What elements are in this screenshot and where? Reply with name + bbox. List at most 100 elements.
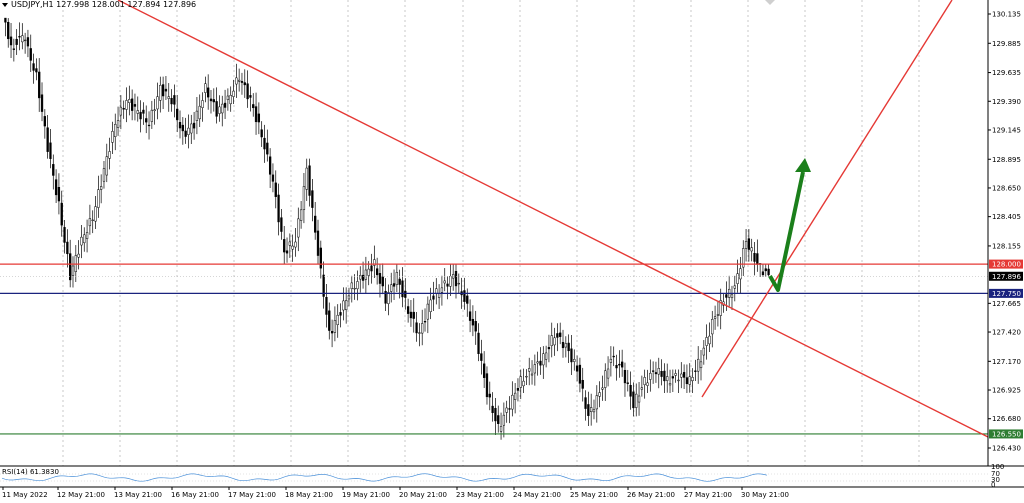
candle-body xyxy=(713,316,717,319)
candle-body xyxy=(435,288,438,294)
arrow-head-icon xyxy=(795,158,811,172)
candle-body xyxy=(680,373,683,378)
candle-body xyxy=(184,130,187,137)
candle-body xyxy=(404,290,407,298)
price-label: 129.390 xyxy=(992,98,1021,106)
candle-body xyxy=(468,311,472,321)
candle-body xyxy=(739,268,742,280)
candle-body xyxy=(716,314,720,316)
candle-body xyxy=(609,358,613,363)
candle-body xyxy=(674,373,677,376)
candle-body xyxy=(446,283,449,287)
price-badge-text: 126.550 xyxy=(992,430,1021,438)
candle-body xyxy=(615,365,618,369)
candle-body xyxy=(215,101,218,117)
candle-body xyxy=(592,409,596,413)
candle-body xyxy=(238,79,241,82)
price-label: 126.925 xyxy=(992,387,1021,395)
candle-body xyxy=(288,241,291,246)
candle-body xyxy=(198,105,201,120)
candle-body xyxy=(663,370,666,382)
candle-body xyxy=(147,124,151,127)
candle-body xyxy=(606,368,610,379)
candle-body xyxy=(601,387,604,390)
candle-body xyxy=(46,127,49,152)
candle-body xyxy=(252,104,255,109)
rsi-level-label: 0 xyxy=(991,481,995,489)
candle-body xyxy=(85,232,89,239)
price-label: 127.420 xyxy=(992,329,1021,337)
candle-body xyxy=(207,87,210,98)
candle-body xyxy=(384,290,387,304)
forecast-arrow xyxy=(768,171,805,292)
candle-body xyxy=(97,189,100,208)
candle-body xyxy=(660,370,663,377)
time-label: 25 May 21:00 xyxy=(570,491,618,499)
candle-body xyxy=(268,156,272,175)
candle-body xyxy=(502,414,506,426)
price-badge-text: 127.750 xyxy=(992,290,1021,298)
candle-body xyxy=(145,118,148,123)
price-label: 128.155 xyxy=(992,242,1021,250)
candle-body xyxy=(651,370,655,372)
dropdown-triangle-icon[interactable] xyxy=(2,2,8,7)
price-label: 127.170 xyxy=(992,358,1021,366)
candle-body xyxy=(466,295,469,304)
time-label: 18 May 21:00 xyxy=(285,491,333,499)
candle-body xyxy=(243,82,246,86)
candle-body xyxy=(63,227,66,243)
candle-body xyxy=(564,343,567,348)
candle-body xyxy=(440,287,444,293)
candle-body xyxy=(753,253,756,262)
candle-body xyxy=(409,311,413,319)
candle-body xyxy=(443,280,446,284)
candle-body xyxy=(263,137,266,150)
candle-body xyxy=(119,106,123,116)
candle-body xyxy=(415,322,418,334)
candle-body xyxy=(60,202,63,226)
candle-body xyxy=(719,300,722,316)
candle-body xyxy=(536,361,539,364)
candle-body xyxy=(567,342,570,352)
candle-body xyxy=(454,271,458,287)
candle-body xyxy=(561,342,565,349)
candle-body xyxy=(257,113,261,123)
candle-body xyxy=(291,245,294,250)
candle-body xyxy=(373,259,376,266)
candle-body xyxy=(694,370,697,372)
candle-body xyxy=(477,332,480,354)
candle-body xyxy=(12,48,16,50)
candle-body xyxy=(277,194,280,223)
candle-body xyxy=(305,167,308,190)
candle-body xyxy=(747,238,751,250)
price-badge-support-blue xyxy=(989,288,1023,298)
rsi-line xyxy=(1,473,768,482)
candle-body xyxy=(249,95,252,98)
candle-body xyxy=(173,95,176,105)
candle-body xyxy=(744,241,748,249)
time-label: 24 May 21:00 xyxy=(513,491,561,499)
candle-body xyxy=(170,97,173,105)
candle-body xyxy=(485,373,489,398)
candle-body xyxy=(764,268,767,272)
candle-body xyxy=(142,109,145,114)
candle-body xyxy=(437,293,441,298)
candle-body xyxy=(508,408,511,410)
candle-body xyxy=(491,405,494,413)
candle-body xyxy=(646,382,649,386)
candle-body xyxy=(7,21,10,40)
candle-body xyxy=(195,110,199,121)
candle-body xyxy=(671,376,674,379)
candle-body xyxy=(226,95,230,100)
candle-body xyxy=(232,90,235,97)
candle-body xyxy=(9,36,13,46)
candle-body xyxy=(497,415,500,424)
candle-body xyxy=(542,353,545,366)
candle-body xyxy=(156,96,159,110)
candle-body xyxy=(49,142,52,159)
candle-body xyxy=(80,236,83,246)
time-label: 19 May 21:00 xyxy=(342,491,390,499)
candle-body xyxy=(133,104,137,107)
